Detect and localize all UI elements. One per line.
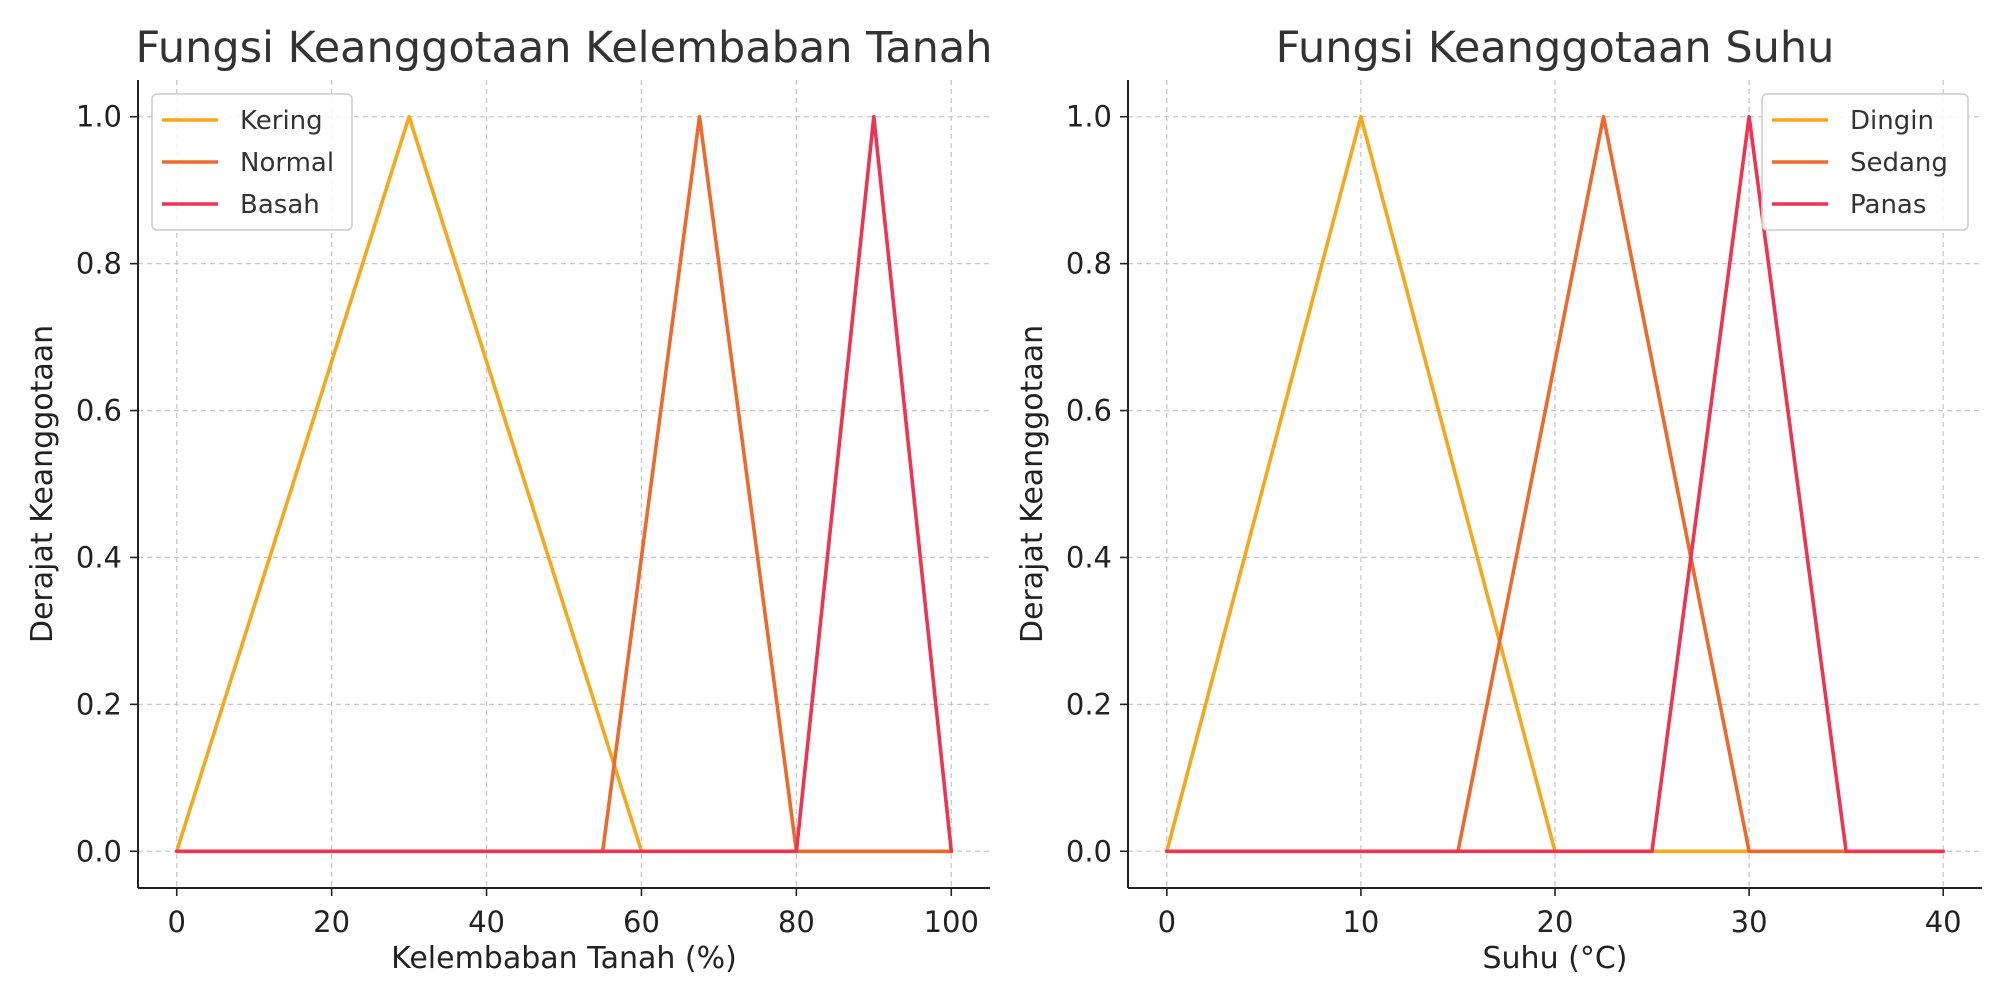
y-tick-label: 1.0 — [76, 100, 122, 134]
y-tick-label: 0.8 — [1066, 247, 1112, 281]
y-tick-label: 0.0 — [76, 834, 122, 868]
legend-label-basah: Basah — [240, 190, 320, 220]
x-tick-label: 30 — [1731, 905, 1768, 939]
x-tick-label: 40 — [468, 905, 505, 939]
x-tick-label: 80 — [778, 905, 815, 939]
y-axis-label: Derajat Keanggotaan — [1015, 325, 1050, 643]
legend-label-panas: Panas — [1850, 190, 1926, 220]
x-axis-label: Suhu (°C) — [1483, 941, 1628, 976]
legend-box — [1761, 93, 1969, 231]
y-tick-label: 0.8 — [76, 247, 122, 281]
x-tick-label: 20 — [1537, 905, 1574, 939]
y-tick-label: 0.2 — [76, 687, 122, 721]
legend: Kering Normal Basah — [151, 93, 353, 231]
x-tick-label: 20 — [313, 905, 350, 939]
y-tick-label: 0.6 — [1066, 394, 1112, 428]
x-tick-label: 40 — [1925, 905, 1962, 939]
series-line-basah — [174, 114, 954, 854]
x-tick-label: 100 — [924, 905, 979, 939]
chart-panel-1: 0 20 40 60 80 100 0.0 0.2 0.4 0.6 0.8 1.0 Fungsi Kea… — [25, 23, 993, 976]
chart-title: Fungsi Keanggotaan Suhu — [1276, 23, 1835, 73]
chart-title: Fungsi Keanggotaan Kelembaban Tanah — [135, 23, 992, 73]
legend: Dingin Sedang Panas — [1761, 93, 1969, 231]
y-tick-label: 0.4 — [1066, 540, 1112, 574]
y-axis-label: Derajat Keanggotaan — [25, 325, 60, 643]
x-tick-label: 60 — [623, 905, 660, 939]
x-axis-label: Kelembaban Tanah (%) — [391, 941, 737, 976]
legend-label-dingin: Dingin — [1850, 106, 1934, 136]
legend-label-normal: Normal — [240, 148, 334, 178]
chart-panel-2: 0 10 20 30 40 0.0 0.2 0.4 0.6 0.8 1.0 Fungsi Keangg… — [1015, 23, 1982, 976]
x-tick-label: 0 — [1158, 905, 1176, 939]
y-tick-label: 0.6 — [76, 394, 122, 428]
y-tick-label: 1.0 — [1066, 100, 1112, 134]
series-line-panas — [1165, 114, 1945, 854]
legend-label-kering: Kering — [240, 106, 323, 136]
legend-label-sedang: Sedang — [1850, 148, 1948, 178]
y-tick-label: 0.2 — [1066, 687, 1112, 721]
y-tick-label: 0.4 — [76, 540, 122, 574]
x-tick-label: 10 — [1342, 905, 1379, 939]
x-tick-label: 0 — [168, 905, 186, 939]
legend-box — [151, 93, 353, 231]
y-tick-label: 0.0 — [1066, 834, 1112, 868]
